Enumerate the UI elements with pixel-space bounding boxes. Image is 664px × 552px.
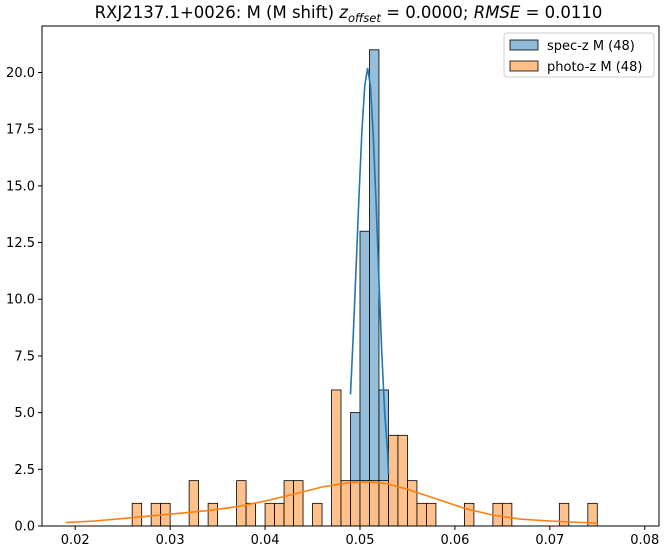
y-tick-label: 2.5	[14, 463, 35, 478]
bar-1-5	[236, 480, 247, 527]
bar-1-16	[369, 480, 380, 527]
bar-1-6	[245, 502, 256, 527]
x-axis: 0.02 0.03 0.04 0.05 0.06 0.07 0.08	[61, 526, 659, 548]
bar-1-21	[416, 502, 427, 527]
bar-1-20	[407, 480, 418, 527]
bar-1-18	[388, 434, 399, 527]
bar-1-13	[340, 480, 351, 527]
kde-line-0	[349, 67, 390, 474]
bar-1-0	[131, 502, 143, 527]
chart-title: RXJ2137.1+0026: M (M shift) zoffset = 0.…	[95, 3, 603, 25]
bar-1-7	[264, 502, 275, 527]
bar-1-19	[397, 434, 408, 527]
bar-1-22	[426, 502, 437, 527]
bar-0-2	[369, 49, 380, 527]
x-tick-label: 0.02	[61, 533, 90, 548]
y-tick-label: 20.0	[6, 66, 35, 81]
title-part-eq2: = 0.0110	[520, 3, 602, 22]
y-tick-label: 12.5	[6, 236, 35, 251]
chart-title-text: RXJ2137.1+0026: M (M shift) zoffset = 0.…	[95, 3, 603, 25]
bar-1-25	[501, 502, 513, 527]
y-tick-label: 10.0	[6, 293, 35, 308]
histogram-bars	[131, 49, 598, 527]
x-tick-label: 0.05	[346, 533, 375, 548]
y-axis: 0.0 2.5 5.0 7.5 10.0 12.5 15.0 17.5 20.0	[6, 66, 42, 535]
axes-frame	[41, 25, 660, 527]
y-tick-label: 0.0	[14, 520, 35, 535]
bar-1-14	[350, 480, 361, 527]
x-tick-label: 0.08	[630, 533, 659, 548]
bar-1-9	[283, 480, 294, 527]
bar-1-17	[378, 480, 389, 527]
y-tick-label: 7.5	[14, 349, 35, 364]
legend-label-1: photo-z M (48)	[547, 60, 642, 75]
x-tick-label: 0.04	[251, 533, 280, 548]
bar-1-15	[359, 480, 370, 527]
title-part-rmse-sym: RMSE	[474, 3, 521, 22]
kde-line-1	[65, 480, 598, 524]
y-tick-label: 15.0	[6, 179, 35, 194]
y-tick-label: 17.5	[6, 123, 35, 138]
kde-curves	[65, 67, 598, 524]
title-part-z-sub: offset	[348, 11, 381, 25]
legend-swatch-0	[509, 39, 539, 51]
bar-1-12	[331, 389, 342, 527]
bar-1-8	[274, 502, 285, 527]
x-tick-label: 0.07	[535, 533, 564, 548]
legend-box	[503, 32, 655, 78]
bar-1-4	[207, 502, 219, 527]
legend-label-0: spec-z M (48)	[547, 39, 635, 54]
bar-1-23	[464, 502, 475, 527]
title-part-z-sym: z	[338, 3, 348, 22]
bar-1-10	[293, 480, 304, 527]
title-part-eq1: = 0.0000;	[381, 3, 474, 22]
bar-1-3	[188, 480, 200, 527]
legend-swatch-1	[509, 60, 539, 72]
legend: spec-z M (48) photo-z M (48)	[503, 32, 655, 78]
y-tick-label: 5.0	[14, 406, 35, 421]
bar-1-11	[312, 502, 323, 527]
title-part-prefix: RXJ2137.1+0026: M (M shift)	[95, 3, 340, 22]
x-tick-label: 0.03	[156, 533, 185, 548]
x-tick-label: 0.06	[440, 533, 469, 548]
